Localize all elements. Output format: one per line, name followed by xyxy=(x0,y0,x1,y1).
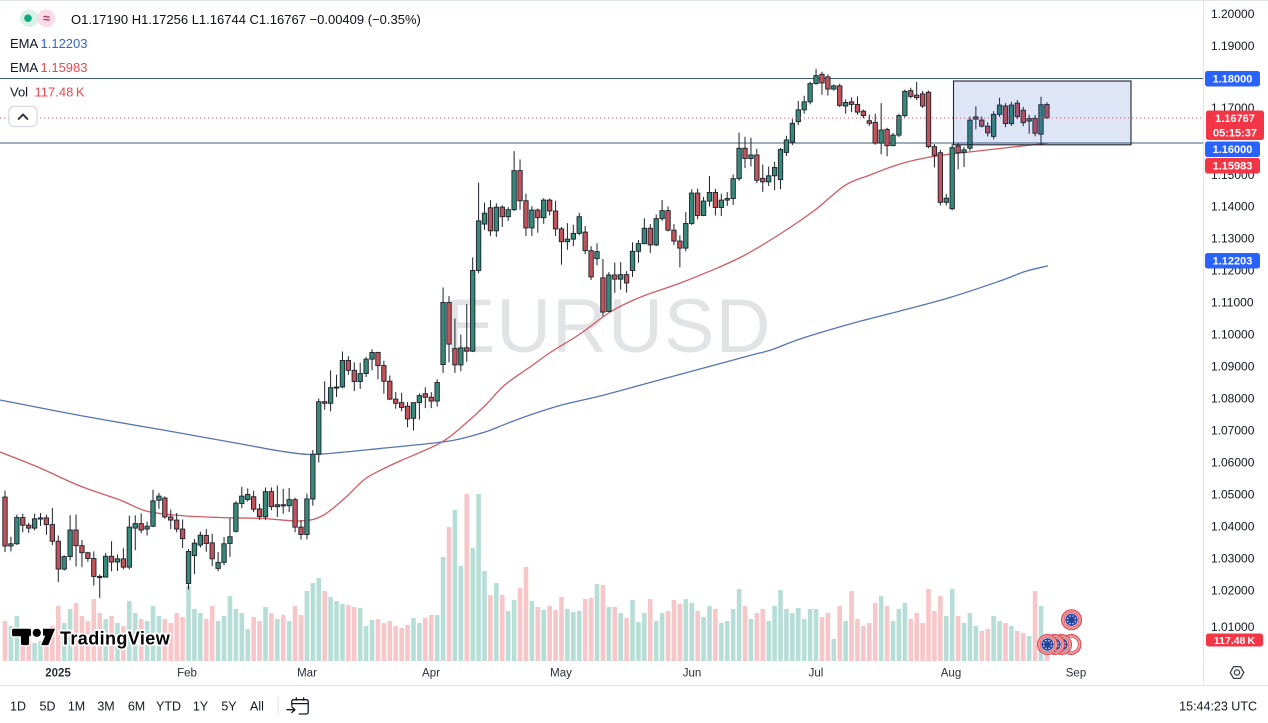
svg-text:TradingView: TradingView xyxy=(60,629,171,649)
svg-text:1.01000: 1.01000 xyxy=(1211,620,1255,634)
svg-text:117.48 K: 117.48 K xyxy=(1214,635,1256,647)
svg-text:Aug: Aug xyxy=(941,668,961,680)
svg-text:1.09000: 1.09000 xyxy=(1211,360,1255,374)
svg-text:1.20000: 1.20000 xyxy=(1211,7,1255,21)
svg-text:1.08000: 1.08000 xyxy=(1211,392,1255,406)
svg-text:EMA: EMA xyxy=(10,60,39,75)
svg-text:1.04000: 1.04000 xyxy=(1211,520,1255,534)
svg-text:1.05000: 1.05000 xyxy=(1211,488,1255,502)
svg-text:05:15:37: 05:15:37 xyxy=(1213,128,1257,140)
svg-text:3M: 3M xyxy=(97,700,114,714)
svg-text:Sep: Sep xyxy=(1066,668,1086,680)
svg-text:1.13000: 1.13000 xyxy=(1211,232,1255,246)
svg-text:Apr: Apr xyxy=(422,668,440,680)
svg-text:2025: 2025 xyxy=(45,668,71,680)
svg-text:1.12203: 1.12203 xyxy=(1213,256,1253,268)
svg-text:Mar: Mar xyxy=(297,668,317,680)
svg-text:EMA: EMA xyxy=(10,36,39,51)
svg-text:1.16000: 1.16000 xyxy=(1213,144,1253,156)
svg-text:1.15983: 1.15983 xyxy=(1213,161,1253,173)
svg-text:15:44:23 UTC: 15:44:23 UTC xyxy=(1179,700,1257,714)
svg-text:Jun: Jun xyxy=(683,668,702,680)
svg-text:May: May xyxy=(550,668,572,680)
svg-text:1D: 1D xyxy=(10,700,26,714)
svg-text:1.07000: 1.07000 xyxy=(1211,424,1255,438)
svg-text:1.15983: 1.15983 xyxy=(41,60,88,75)
svg-text:6M: 6M xyxy=(128,700,145,714)
svg-text:1.02000: 1.02000 xyxy=(1211,584,1255,598)
svg-text:Vol: Vol xyxy=(10,85,28,100)
svg-text:1M: 1M xyxy=(68,700,85,714)
svg-text:1.06000: 1.06000 xyxy=(1211,456,1255,470)
svg-text:117.48 K: 117.48 K xyxy=(35,85,85,100)
svg-text:5D: 5D xyxy=(40,700,56,714)
svg-text:Jul: Jul xyxy=(809,668,824,680)
svg-text:1.11000: 1.11000 xyxy=(1211,296,1254,310)
svg-text:1.18000: 1.18000 xyxy=(1213,74,1253,86)
svg-text:1.03000: 1.03000 xyxy=(1211,552,1255,566)
svg-text:O1.17190 H1.17256 L1.16744 C1.: O1.17190 H1.17256 L1.16744 C1.16767 −0.0… xyxy=(71,12,421,27)
svg-text:YTD: YTD xyxy=(156,700,181,714)
svg-text:1.16767: 1.16767 xyxy=(1215,113,1255,125)
svg-text:5Y: 5Y xyxy=(221,700,237,714)
svg-text:Feb: Feb xyxy=(177,668,197,680)
svg-text:1.10000: 1.10000 xyxy=(1211,328,1255,342)
svg-text:≈: ≈ xyxy=(43,11,50,26)
svg-text:1.12203: 1.12203 xyxy=(41,36,88,51)
svg-text:All: All xyxy=(250,700,264,714)
svg-text:1.14000: 1.14000 xyxy=(1211,200,1255,214)
svg-text:1.19000: 1.19000 xyxy=(1211,39,1255,53)
svg-text:1Y: 1Y xyxy=(193,700,209,714)
